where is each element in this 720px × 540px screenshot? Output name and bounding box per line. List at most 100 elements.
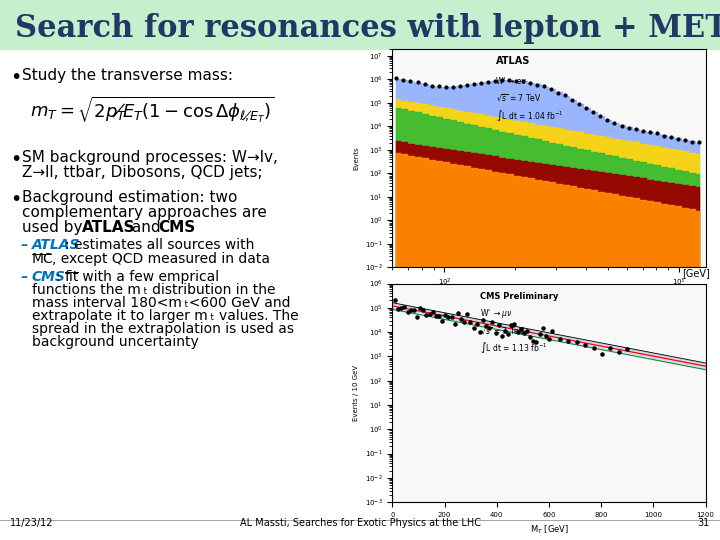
Point: [503, 329, 514, 338]
Text: 31: 31: [698, 518, 710, 528]
Point: [471, 320, 482, 329]
Point: [546, 327, 557, 335]
Point: [447, 83, 459, 91]
Point: [531, 338, 542, 346]
Point: [562, 337, 574, 346]
Text: and: and: [127, 220, 166, 235]
Text: $\sqrt{s}$ = 7 TeV: $\sqrt{s}$ = 7 TeV: [496, 92, 541, 103]
Text: Study the transverse mass:: Study the transverse mass:: [22, 68, 233, 83]
Text: $m_T = \sqrt{2p_T \not\!E_T(1 - \cos\Delta\phi_{\ell,\not\!E_T})}$: $m_T = \sqrt{2p_T \not\!E_T(1 - \cos\Del…: [30, 95, 275, 125]
Text: spread in the extrapolation is used as: spread in the extrapolation is used as: [32, 322, 294, 336]
Point: [630, 125, 642, 134]
Point: [580, 341, 591, 350]
Point: [443, 313, 454, 321]
Text: ATLAS: ATLAS: [82, 220, 135, 235]
FancyBboxPatch shape: [0, 0, 720, 50]
Point: [580, 104, 592, 112]
X-axis label: M$_T$ [GeV]: M$_T$ [GeV]: [529, 523, 569, 536]
Point: [424, 310, 436, 319]
Text: Background estimation: two: Background estimation: two: [22, 190, 238, 205]
Point: [484, 324, 495, 333]
Point: [490, 328, 501, 337]
Text: –: –: [20, 238, 27, 252]
Point: [405, 77, 416, 86]
Point: [391, 73, 402, 82]
Text: CMS: CMS: [158, 220, 195, 235]
Point: [468, 79, 480, 88]
Point: [554, 335, 566, 343]
Text: 11/23/12: 11/23/12: [10, 518, 53, 528]
Point: [539, 82, 550, 91]
Point: [455, 315, 467, 323]
Point: [412, 78, 423, 86]
Point: [658, 131, 670, 140]
Point: [402, 308, 413, 316]
Point: [693, 138, 705, 146]
Point: [602, 116, 613, 124]
Point: [461, 81, 472, 90]
Text: W' $\rightarrow \mu\nu$: W' $\rightarrow \mu\nu$: [480, 307, 513, 320]
Point: [464, 318, 476, 326]
Text: $\int$L dt = 1.04 fb$^{-1}$: $\int$L dt = 1.04 fb$^{-1}$: [496, 107, 564, 123]
Point: [534, 330, 545, 339]
Point: [515, 325, 526, 333]
Point: [433, 312, 445, 321]
Point: [524, 79, 536, 87]
Point: [390, 296, 401, 305]
Text: fit: fit: [65, 270, 79, 284]
Point: [545, 85, 557, 93]
Point: [487, 318, 498, 327]
Point: [605, 344, 616, 353]
Point: [637, 126, 649, 135]
Point: [397, 76, 409, 84]
Point: [474, 328, 485, 336]
Point: [596, 349, 608, 358]
Point: [503, 76, 515, 84]
Y-axis label: Events / 10 GeV: Events / 10 GeV: [354, 365, 359, 421]
Point: [499, 327, 510, 335]
Text: W' → ev: W' → ev: [496, 77, 526, 86]
Point: [559, 91, 571, 99]
Text: functions the m ₜ distribution in the: functions the m ₜ distribution in the: [32, 283, 276, 297]
Point: [452, 309, 464, 318]
Point: [686, 138, 698, 146]
Text: •: •: [10, 190, 22, 209]
Point: [426, 82, 437, 90]
Text: :: :: [56, 270, 69, 284]
Text: with a few emprical: with a few emprical: [78, 270, 219, 284]
Point: [395, 303, 407, 312]
Point: [454, 82, 465, 91]
Text: $\sqrt{s}$ = 7 TeV: $\sqrt{s}$ = 7 TeV: [480, 325, 526, 336]
Point: [567, 96, 578, 105]
Point: [493, 321, 505, 330]
Text: background uncertainty: background uncertainty: [32, 335, 199, 349]
Point: [616, 122, 627, 130]
Point: [588, 107, 599, 116]
Text: MC: MC: [32, 252, 54, 266]
Point: [518, 329, 530, 338]
Point: [408, 306, 420, 314]
Text: CMS Preliminary: CMS Preliminary: [480, 292, 559, 301]
Point: [440, 83, 451, 91]
Text: extrapolate it to larger m ₜ values. The: extrapolate it to larger m ₜ values. The: [32, 309, 299, 323]
Point: [510, 76, 522, 85]
Point: [528, 336, 539, 345]
Point: [419, 79, 431, 88]
Point: [439, 310, 451, 319]
Text: [GeV]: [GeV]: [682, 268, 710, 278]
Point: [608, 118, 620, 127]
Text: : estimates all sources with: : estimates all sources with: [65, 238, 254, 252]
Point: [574, 99, 585, 108]
Point: [449, 320, 461, 328]
Point: [623, 124, 634, 133]
Point: [517, 77, 528, 85]
Point: [613, 348, 625, 356]
Point: [418, 306, 429, 314]
Point: [489, 77, 500, 85]
Point: [436, 317, 448, 326]
Point: [420, 310, 432, 319]
Text: , except QCD measured in data: , except QCD measured in data: [52, 252, 270, 266]
Point: [480, 322, 492, 330]
Point: [427, 308, 438, 316]
Point: [644, 127, 655, 136]
